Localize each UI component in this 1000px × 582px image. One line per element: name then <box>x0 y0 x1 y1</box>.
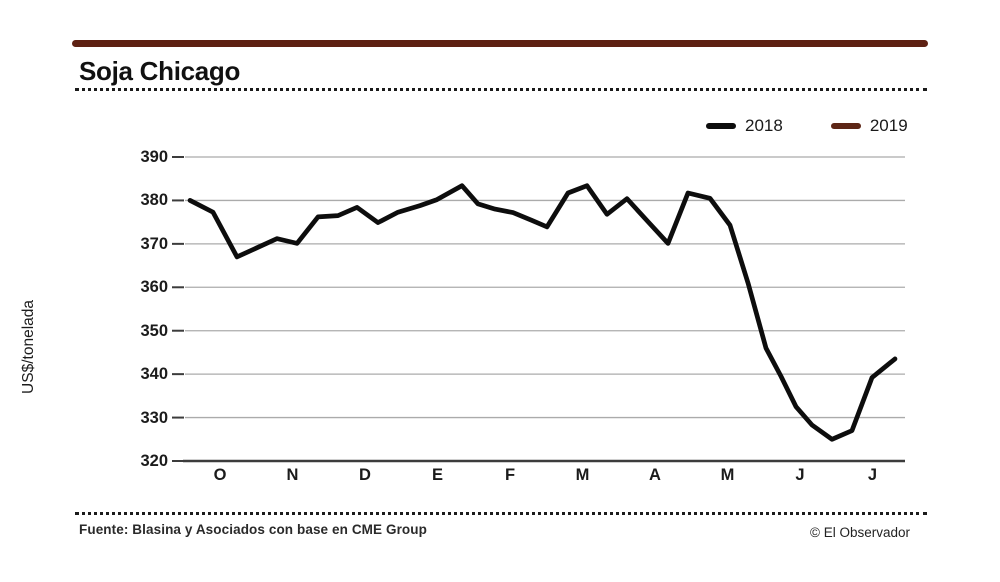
y-tick-label-340: 340 <box>140 365 168 384</box>
legend-item-2018: 2018 <box>706 116 783 136</box>
x-month-label-8-M: M <box>720 466 735 484</box>
legend-swatch-2019-icon <box>830 123 861 129</box>
y-tick-label-370: 370 <box>140 234 168 253</box>
y-tick-label-380: 380 <box>140 191 168 210</box>
x-month-label-10-J: J <box>867 466 878 484</box>
top-accent-bar <box>72 40 928 47</box>
legend-label-2018: 2018 <box>745 116 783 135</box>
x-month-label-6-M: M <box>575 466 590 484</box>
footer-divider <box>75 512 927 515</box>
x-month-label-9-J: J <box>795 466 805 484</box>
y-tick-label-360: 360 <box>140 278 168 297</box>
page-title: Soja Chicago <box>79 56 241 86</box>
x-month-label-3-D: D <box>359 466 371 484</box>
source-note: Fuente: Blasina y Asociados con base en … <box>79 522 427 537</box>
legend-swatch-2018-icon <box>706 123 736 129</box>
chart-legend: 2018 2019 <box>706 116 908 136</box>
y-tick-label-320: 320 <box>140 452 168 470</box>
x-month-label-1-O: O <box>213 466 227 484</box>
title-divider <box>75 88 927 91</box>
y-tick-label-390: 390 <box>140 148 168 166</box>
x-month-label-7-A: A <box>649 466 661 484</box>
price-line-2018 <box>187 183 898 442</box>
x-month-label-2-N: N <box>286 466 299 484</box>
legend-item-2019: 2019 <box>830 116 908 136</box>
legend-label-2019: 2019 <box>869 116 908 135</box>
x-month-label-5-F: F <box>504 466 516 484</box>
y-tick-label-350: 350 <box>140 321 168 340</box>
x-month-label-4-E: E <box>431 466 443 484</box>
y-tick-label-330: 330 <box>140 408 168 427</box>
publisher-credit: © El Observador <box>810 525 910 540</box>
